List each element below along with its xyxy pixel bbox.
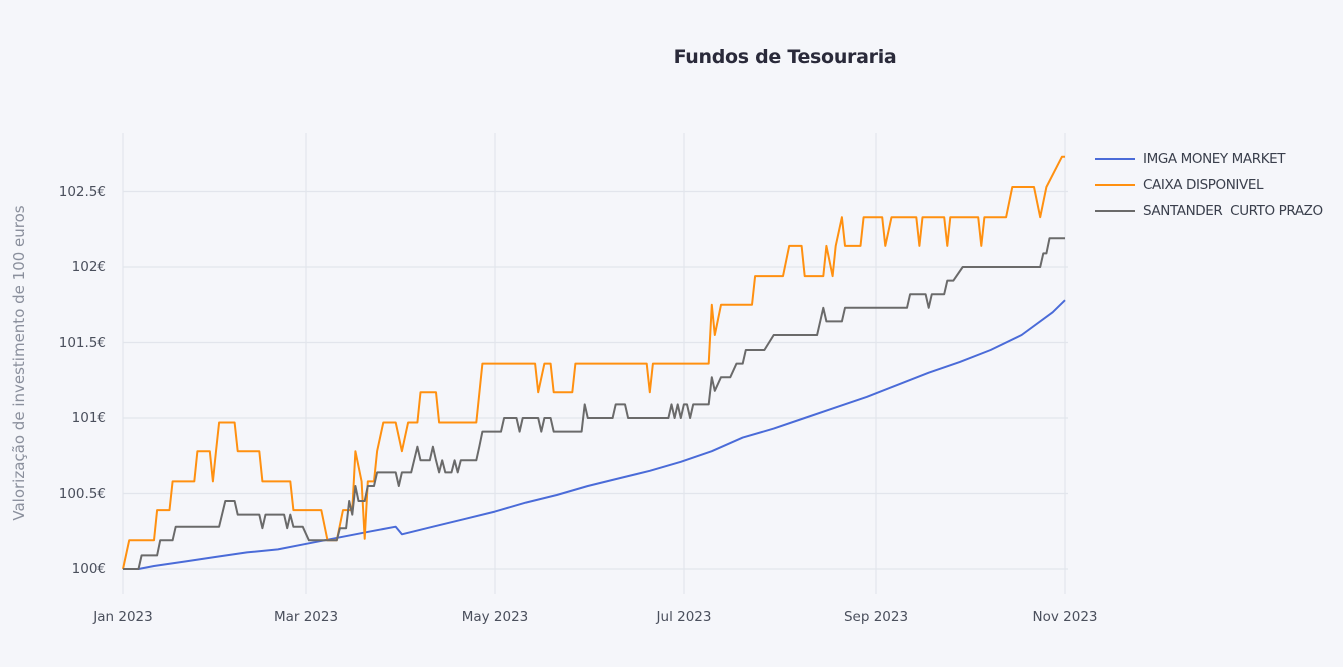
legend-item-caixa[interactable]: CAIXA DISPONIVEL: [1095, 172, 1323, 198]
y-tick-label: 101.5€: [58, 334, 106, 351]
y-tick-label: 102€: [71, 259, 106, 275]
legend-line-icon: [1095, 158, 1135, 160]
chart-title: Fundos de Tesouraria: [673, 46, 897, 68]
x-tick-label: Mar 2023: [273, 609, 339, 625]
x-tick-label: Sep 2023: [843, 609, 909, 625]
legend: IMGA MONEY MARKET CAIXA DISPONIVEL SANTA…: [1095, 146, 1323, 224]
x-tick-label: Jul 2023: [656, 609, 712, 625]
x-tick-label: Nov 2023: [1032, 609, 1098, 625]
y-tick-label: 100€: [71, 561, 106, 577]
y-tick-label: 100.5€: [58, 485, 106, 502]
series-line[interactable]: [123, 299, 1066, 570]
x-tick-label: Jan 2023: [93, 609, 153, 625]
series-lines: [122, 155, 1066, 570]
series-line[interactable]: [122, 155, 1065, 570]
y-tick-label: 102.5€: [58, 183, 106, 200]
legend-line-icon: [1095, 184, 1135, 186]
y-tick-label: 101€: [71, 410, 106, 426]
legend-item-imga[interactable]: IMGA MONEY MARKET: [1095, 146, 1323, 172]
series-line[interactable]: [123, 237, 1065, 570]
legend-item-santander[interactable]: SANTANDER CURTO PRAZO: [1095, 198, 1323, 224]
x-tick-label: May 2023: [461, 609, 529, 625]
legend-line-icon: [1095, 210, 1135, 212]
